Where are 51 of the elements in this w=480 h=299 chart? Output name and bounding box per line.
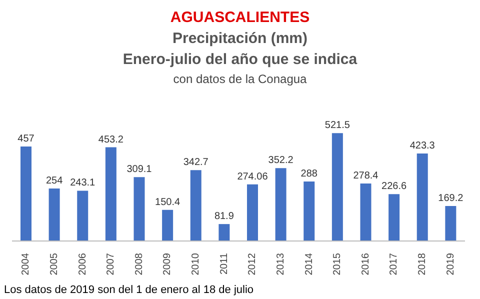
data-label: 243.1	[70, 178, 96, 189]
data-label: 423.3	[410, 140, 436, 152]
bar	[134, 177, 145, 241]
data-label: 150.4	[155, 196, 181, 208]
x-tick-label: 2005	[48, 252, 60, 276]
bar	[77, 190, 88, 241]
x-tick-label: 2008	[134, 252, 145, 276]
bar	[218, 224, 230, 241]
bar	[162, 210, 174, 241]
x-tick-label: 2004	[20, 252, 32, 276]
data-label: 521.5	[324, 120, 350, 132]
x-tick-label: 2011	[218, 252, 230, 275]
data-label: 274.06	[237, 171, 268, 182]
bar	[416, 153, 428, 241]
bar	[246, 184, 258, 241]
bar	[332, 133, 343, 241]
data-label: 288	[300, 168, 318, 180]
bar	[388, 194, 400, 241]
x-tick-label: 2007	[106, 252, 117, 276]
data-label: 278.4	[353, 170, 379, 182]
x-tick-label: 2017	[388, 252, 400, 276]
bar	[445, 206, 456, 241]
data-label: 457	[18, 134, 35, 145]
chart-title: AGUASCALIENTES	[169, 8, 311, 28]
data-label: 226.6	[382, 181, 408, 192]
data-label: 81.9	[214, 211, 234, 222]
x-tick-label: 2018	[417, 252, 428, 276]
data-label: 309.1	[126, 164, 152, 176]
x-tick-label: 2016	[360, 252, 372, 276]
data-label: 342.7	[183, 157, 209, 168]
chart-subtitle: Precipitación (mm) Enero-julio del año que se indica con datos de la Conagua	[122, 29, 358, 88]
data-label: 254	[46, 175, 64, 186]
data-label: 169.2	[438, 193, 464, 204]
data-label: 352.2	[268, 155, 294, 166]
bar	[48, 188, 60, 241]
bar	[190, 170, 202, 241]
x-tick-label: 2019	[445, 252, 456, 276]
bar	[105, 147, 116, 241]
bar	[304, 181, 315, 241]
x-tick-label: 2013	[275, 252, 286, 276]
x-tick-label: 2009	[162, 252, 174, 276]
bar	[360, 183, 372, 241]
data-label: 453.2	[98, 134, 124, 146]
bar	[275, 168, 286, 241]
bar	[20, 146, 32, 241]
text: Los datos de 2019 son del 1 de enero al 18 de julio	[4, 284, 254, 296]
x-tick-label: 2015	[332, 252, 344, 276]
x-tick-label: 2012	[247, 252, 258, 276]
x-tick-label: 2010	[190, 252, 202, 276]
x-tick-label: 2014	[304, 252, 315, 276]
x-tick-label: 2006	[77, 252, 88, 276]
